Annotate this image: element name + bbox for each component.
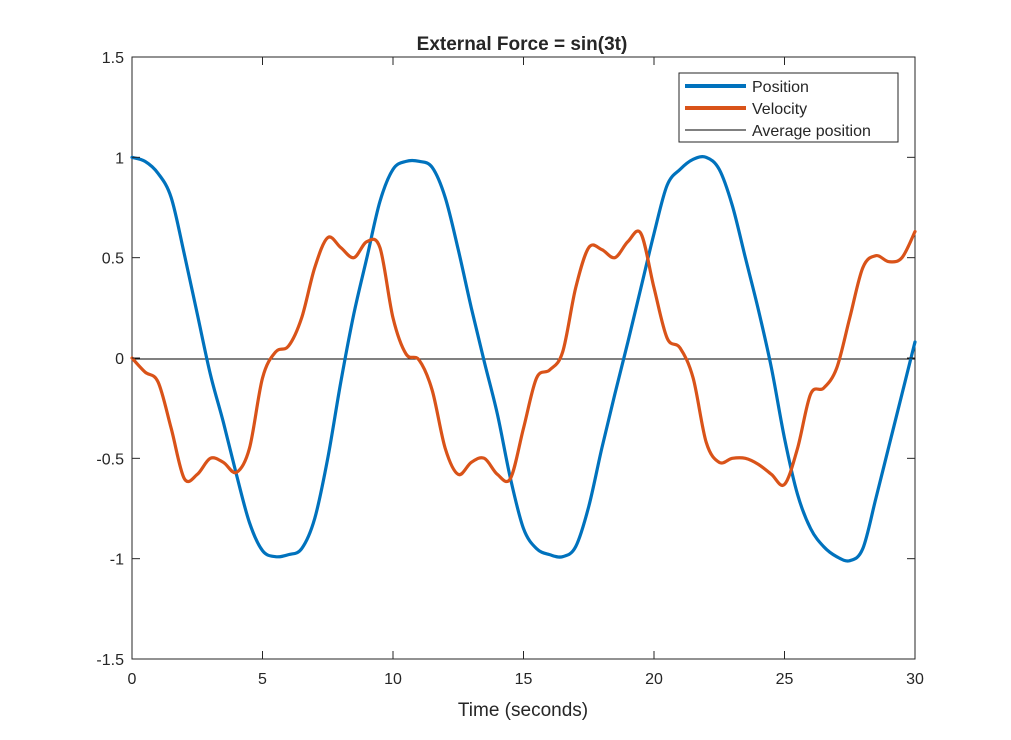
tick-labels: 0 5 10 15 20 25 30 -1.5 -1 -0.5 0 0.5 1 1.5 bbox=[96, 50, 924, 688]
ticks-layer bbox=[131, 56, 916, 660]
series-line-velocity bbox=[130, 229, 917, 487]
y-tick-label: 1 bbox=[115, 150, 124, 167]
x-tick-label: 25 bbox=[776, 671, 794, 688]
series-layer bbox=[130, 155, 917, 563]
plot-area bbox=[130, 56, 917, 660]
x-tick-label: 20 bbox=[645, 671, 663, 688]
x-axis-label: Time (seconds) bbox=[458, 700, 588, 721]
legend-label-average: Average position bbox=[752, 123, 871, 140]
y-tick-label: -1 bbox=[110, 552, 124, 569]
legend-label-velocity: Velocity bbox=[752, 101, 807, 118]
legend: Position Velocity Average position bbox=[678, 72, 899, 143]
y-tick-label: -0.5 bbox=[96, 451, 124, 468]
x-tick-label: 5 bbox=[258, 671, 267, 688]
x-tick-label: 10 bbox=[384, 671, 402, 688]
series-line-position bbox=[130, 155, 917, 563]
y-tick-label: 0 bbox=[115, 351, 124, 368]
y-tick-label: 1.5 bbox=[102, 50, 124, 67]
x-tick-label: 0 bbox=[128, 671, 137, 688]
y-tick-label: 0.5 bbox=[102, 251, 124, 268]
x-tick-label: 15 bbox=[515, 671, 533, 688]
legend-label-position: Position bbox=[752, 79, 809, 96]
axes-box bbox=[131, 56, 916, 660]
y-tick-label: -1.5 bbox=[96, 652, 124, 669]
x-tick-label: 30 bbox=[906, 671, 924, 688]
chart-title: External Force = sin(3t) bbox=[417, 34, 628, 55]
